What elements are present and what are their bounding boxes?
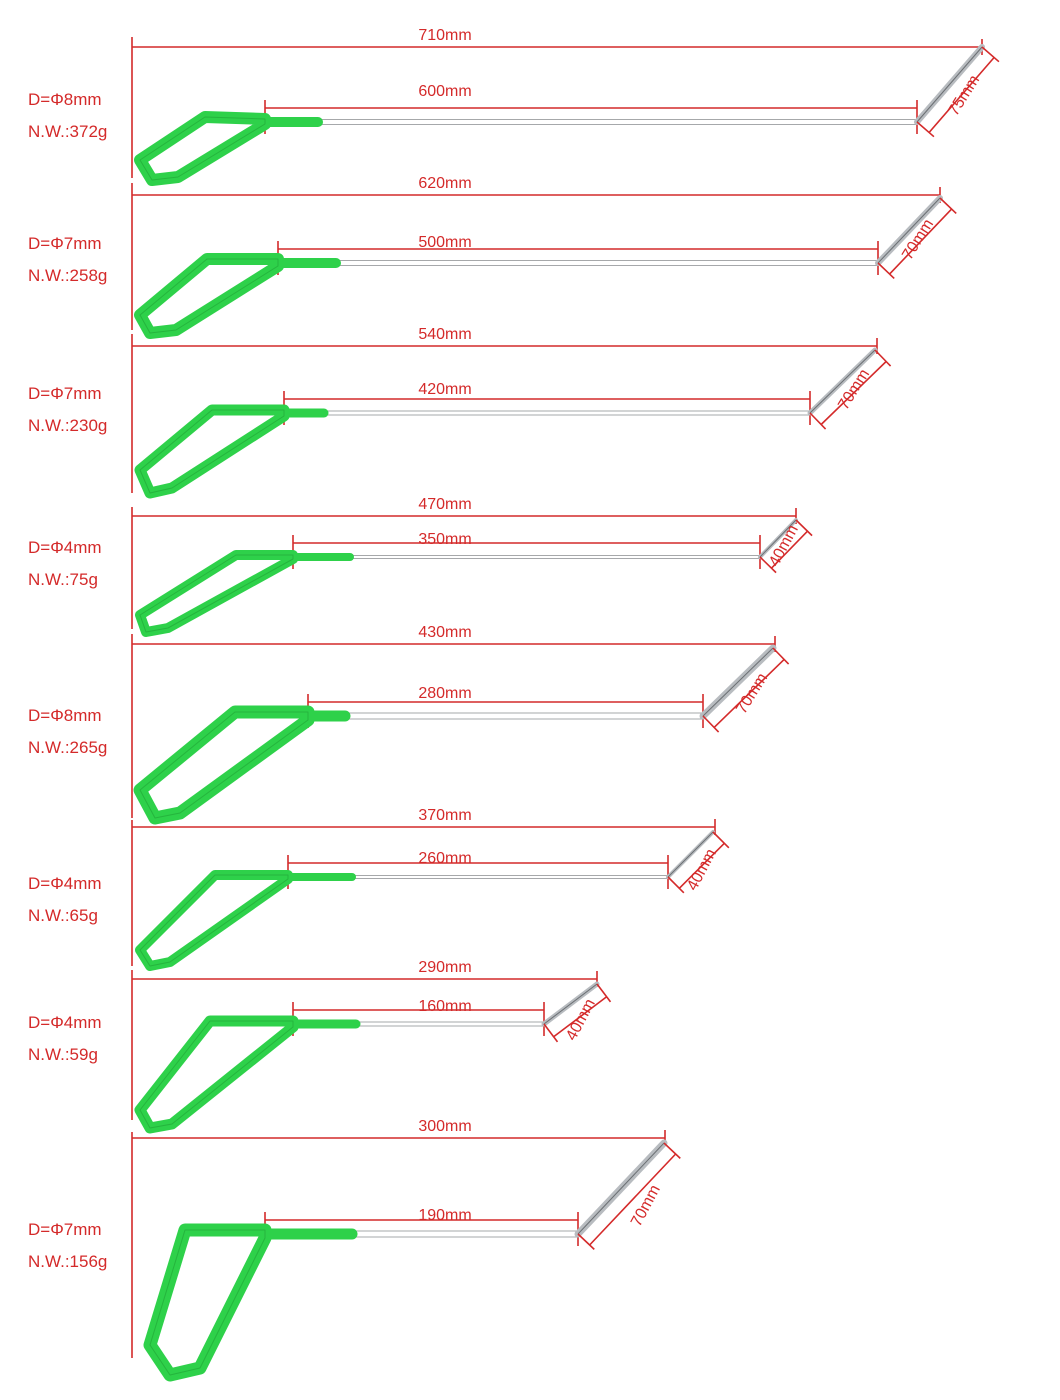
tool-group: 300mm 190mm 70mm — [131, 1118, 681, 1382]
overall-length-label: 470mm — [418, 496, 471, 513]
tool-spec: D=Φ4mm N.W.:65g — [28, 868, 102, 932]
overall-length-label: 300mm — [418, 1118, 471, 1135]
tip-dimension-tick — [543, 1023, 559, 1043]
rod-tip-edge — [809, 349, 876, 414]
diameter-label: D=Φ4mm — [28, 874, 102, 893]
shaft-length-label: 500mm — [418, 234, 471, 251]
tool-spec: D=Φ7mm N.W.:156g — [28, 1214, 107, 1278]
rod-tip-edge — [877, 197, 941, 264]
overall-length-label: 290mm — [418, 959, 471, 976]
tip-dimension-line — [770, 530, 809, 569]
diameter-label: D=Φ7mm — [28, 1220, 102, 1239]
tool-spec: D=Φ7mm N.W.:258g — [28, 228, 107, 292]
loop-handle-shade — [139, 874, 289, 967]
tip-dimension-tick — [877, 262, 895, 280]
shaft-length-label: 260mm — [418, 850, 471, 867]
tool-group: 620mm 500mm 70mm — [131, 175, 957, 339]
loop-handle — [134, 1015, 299, 1134]
weight-label: N.W.:258g — [28, 266, 108, 285]
loop-handle-shade — [139, 258, 279, 334]
shaft-length-label: 600mm — [418, 83, 471, 100]
diameter-label: D=Φ4mm — [28, 538, 102, 557]
tip-dimension-tick — [916, 121, 935, 138]
loop-handle-shade — [139, 409, 285, 494]
tool-spec: D=Φ8mm N.W.:265g — [28, 700, 107, 764]
tip-dimension-tick — [759, 556, 777, 574]
diameter-label: D=Φ7mm — [28, 384, 102, 403]
loop-handle — [135, 550, 298, 637]
diameter-label: D=Φ8mm — [28, 706, 102, 725]
tip-dimension-line — [553, 996, 608, 1038]
tip-dimension-tick — [981, 46, 1000, 63]
tip-dimension-tick — [577, 1233, 595, 1250]
rod-tip-edge — [759, 519, 797, 558]
weight-label: N.W.:156g — [28, 1252, 108, 1271]
overall-length-label: 370mm — [418, 807, 471, 824]
tip-dimension-tick — [667, 876, 685, 894]
rod-tip-edge — [702, 647, 774, 717]
weight-label: N.W.:65g — [28, 906, 98, 925]
tip-dimension-line — [589, 1153, 677, 1246]
rod-tip-edge — [543, 983, 598, 1025]
overall-length-label: 710mm — [418, 27, 471, 44]
loop-handle-shade — [139, 116, 266, 181]
tip-dimension-line — [928, 56, 995, 134]
loop-handle — [133, 705, 315, 825]
overall-length-label: 430mm — [418, 624, 471, 641]
tip-dimension-tick — [663, 1142, 681, 1159]
rod-tip-edge — [577, 1142, 665, 1235]
tip-dimension-line — [820, 360, 887, 426]
weight-label: N.W.:372g — [28, 122, 108, 141]
tip-dimension-line — [713, 658, 785, 729]
shaft-length-label: 160mm — [418, 998, 471, 1015]
shaft-length-label: 420mm — [418, 381, 471, 398]
rod-tip-edge — [667, 831, 714, 878]
loop-handle — [134, 111, 271, 186]
weight-label: N.W.:230g — [28, 416, 108, 435]
tip-dimension-tick — [809, 412, 827, 430]
rod-tip-edge — [916, 46, 983, 123]
shaft-length-label: 350mm — [418, 531, 471, 548]
diameter-label: D=Φ4mm — [28, 1013, 102, 1032]
diameter-label: D=Φ8mm — [28, 90, 102, 109]
tool-spec: D=Φ4mm N.W.:59g — [28, 1007, 102, 1071]
tip-length-label: 70mm — [899, 216, 937, 263]
tip-dimension-tick — [712, 831, 730, 849]
weight-label: N.W.:265g — [28, 738, 108, 757]
shaft-length-label: 280mm — [418, 685, 471, 702]
weight-label: N.W.:59g — [28, 1045, 98, 1064]
loop-handle-shade — [149, 1229, 266, 1376]
loop-handle — [135, 870, 293, 971]
tool-spec: D=Φ7mm N.W.:230g — [28, 378, 107, 442]
tip-dimension-tick — [596, 983, 612, 1003]
loop-handle — [134, 253, 284, 339]
tip-dimension-tick — [874, 349, 892, 367]
tip-dimension-line — [888, 208, 953, 275]
shaft-length-label: 190mm — [418, 1207, 471, 1224]
diameter-label: D=Φ7mm — [28, 234, 102, 253]
tip-dimension-line — [678, 842, 725, 889]
tip-dimension-tick — [702, 715, 720, 733]
loop-handle-shade — [139, 711, 309, 819]
overall-length-label: 540mm — [418, 326, 471, 343]
overall-length-label: 620mm — [418, 175, 471, 192]
tip-length-label: 70mm — [835, 366, 873, 413]
weight-label: N.W.:75g — [28, 570, 98, 589]
tool-spec: D=Φ8mm N.W.:372g — [28, 84, 107, 148]
tool-spec: D=Φ4mm N.W.:75g — [28, 532, 102, 596]
tool-group: 540mm 420mm 70mm — [131, 326, 892, 499]
tip-length-label: 70mm — [628, 1182, 664, 1229]
tip-dimension-tick — [795, 519, 813, 537]
loop-handle-shade — [139, 554, 294, 633]
tip-dimension-tick — [772, 647, 790, 665]
tip-dimension-tick — [939, 197, 957, 215]
loop-handle-shade — [139, 1020, 294, 1129]
